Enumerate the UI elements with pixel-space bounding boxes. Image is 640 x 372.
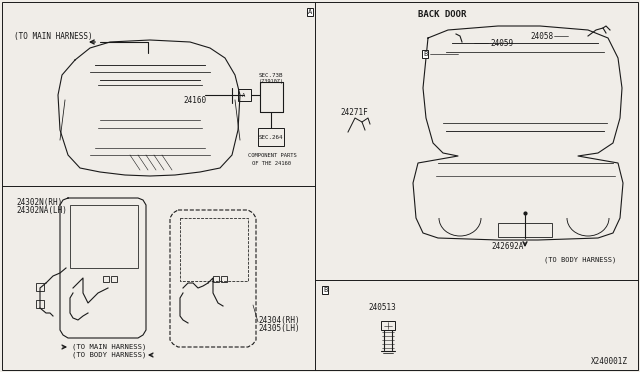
Text: 24305(LH): 24305(LH) [258,324,300,333]
Text: OF THE 24160: OF THE 24160 [253,160,291,166]
Text: A: A [243,93,246,97]
Text: COMPONENT PARTS: COMPONENT PARTS [248,153,296,157]
Text: SEC.264: SEC.264 [259,135,284,140]
Bar [221,276,227,282]
Text: BACK DOOR: BACK DOOR [418,10,467,19]
Text: (TO MAIN HARNESS): (TO MAIN HARNESS) [72,344,147,350]
Bar [103,276,109,282]
Text: 24304(RH): 24304(RH) [258,315,300,324]
Text: (TO BODY HARNESS): (TO BODY HARNESS) [72,352,147,358]
Bar [70,205,138,268]
Bar [36,300,44,308]
Text: 24059: 24059 [490,38,513,48]
Text: 240513: 240513 [368,304,396,312]
Bar [213,276,219,282]
Text: X240001Z: X240001Z [591,357,628,366]
Bar [238,89,251,101]
Text: B: B [423,51,427,57]
Text: (TO BODY HARNESS): (TO BODY HARNESS) [544,257,616,263]
Bar [498,223,552,237]
Text: A: A [308,9,312,15]
Bar [381,321,395,330]
Bar [111,276,117,282]
Text: 24058: 24058 [530,32,553,41]
Text: (73910Z): (73910Z) [259,78,284,83]
Bar [258,128,284,146]
Bar [36,283,44,291]
Text: 24271F: 24271F [340,108,368,116]
Text: SEC.73B: SEC.73B [259,73,284,77]
Text: 24302N(RH): 24302N(RH) [16,198,62,206]
Text: 24302NA(LH): 24302NA(LH) [16,205,67,215]
Text: B: B [323,287,327,293]
Text: 24160: 24160 [183,96,206,105]
Text: 242692A: 242692A [492,241,524,250]
Text: (TO MAIN HARNESS): (TO MAIN HARNESS) [14,32,93,41]
